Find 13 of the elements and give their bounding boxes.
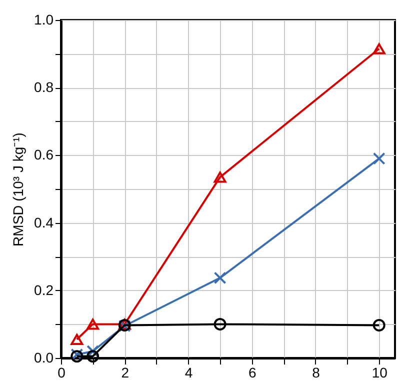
x-tick-label: 0 bbox=[58, 364, 66, 380]
x-tick-label: 10 bbox=[372, 364, 388, 380]
y-tick-label: 0.8 bbox=[34, 79, 54, 96]
y-tick-label: 1.0 bbox=[34, 12, 54, 28]
x-tick-label: 2 bbox=[121, 364, 130, 380]
x-tick-label: 4 bbox=[184, 364, 193, 380]
y-tick-label: 0.0 bbox=[34, 350, 54, 366]
x-tick-label: 6 bbox=[248, 364, 256, 380]
y-tick-label: 0.2 bbox=[34, 282, 54, 298]
y-tick-label: 0.6 bbox=[34, 146, 54, 163]
y-axis-title: RMSD (10³ J kg⁻¹) bbox=[10, 132, 26, 246]
x-tick-label: 8 bbox=[312, 364, 320, 380]
y-tick-label: 0.4 bbox=[34, 214, 54, 230]
